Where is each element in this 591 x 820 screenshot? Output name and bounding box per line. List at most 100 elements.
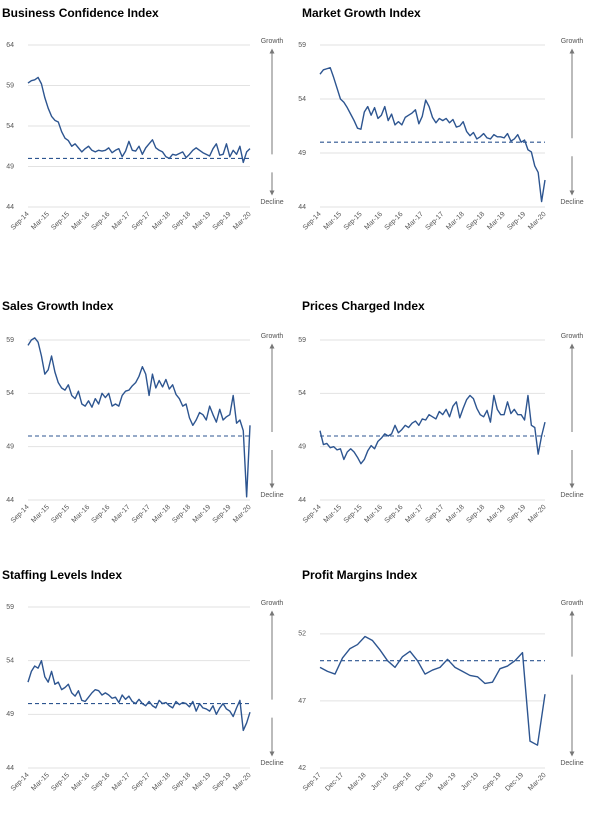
growth-label: Growth xyxy=(261,38,284,45)
x-tick-label: Mar-18 xyxy=(445,504,466,525)
x-tick-label: Mar-20 xyxy=(527,504,548,525)
x-tick-label: Sep-18 xyxy=(465,504,486,525)
growth-label: Growth xyxy=(561,600,584,607)
x-tick-label: Sep-15 xyxy=(343,504,364,525)
y-tick-label: 44 xyxy=(298,204,306,211)
decline-label: Decline xyxy=(560,492,583,499)
data-line xyxy=(319,635,546,746)
y-tick-label: 47 xyxy=(298,698,306,705)
y-tick-label: 42 xyxy=(298,765,306,772)
x-tick-label: Sep-17 xyxy=(131,772,152,793)
y-tick-label: 54 xyxy=(298,390,306,397)
x-tick-label: Mar-18 xyxy=(445,211,466,232)
x-tick-label: Sep-15 xyxy=(343,211,364,232)
x-tick-label: Sep-18 xyxy=(171,772,192,793)
y-tick-label: 49 xyxy=(6,444,14,451)
x-tick-label: Sep-19 xyxy=(212,211,233,232)
growth-label: Growth xyxy=(261,333,284,340)
x-tick-label: Mar-15 xyxy=(30,772,51,793)
growth-label: Growth xyxy=(261,600,284,607)
x-tick-label: Sep-17 xyxy=(302,772,323,793)
x-tick-label: Sep-16 xyxy=(384,504,405,525)
x-tick-label: Sep-14 xyxy=(10,772,31,793)
growth-label: Growth xyxy=(561,333,584,340)
x-tick-label: Mar-18 xyxy=(347,772,368,793)
decline-label: Decline xyxy=(560,760,583,767)
x-tick-label: Sep-18 xyxy=(392,772,413,793)
x-tick-label: Mar-20 xyxy=(232,504,253,525)
x-tick-label: Mar-19 xyxy=(437,772,458,793)
y-tick-label: 64 xyxy=(6,42,14,49)
x-tick-label: Mar-20 xyxy=(232,772,253,793)
y-tick-label: 44 xyxy=(6,497,14,504)
x-tick-label: Sep-17 xyxy=(131,504,152,525)
x-tick-label: Sep-19 xyxy=(506,504,527,525)
x-tick-label: Mar-17 xyxy=(111,772,132,793)
chart-title: Prices Charged Index xyxy=(302,299,425,313)
x-tick-label: Sep-18 xyxy=(465,211,486,232)
data-line xyxy=(27,76,251,164)
chart-panel: Business Confidence Index 44 49 54 59 64 Sep-1… xyxy=(2,6,284,232)
chart-title: Staffing Levels Index xyxy=(2,568,122,582)
x-tick-label: Sep-15 xyxy=(50,504,71,525)
y-tick-label: 44 xyxy=(6,204,14,211)
x-tick-label: Mar-18 xyxy=(151,772,172,793)
x-tick-label: Sep-19 xyxy=(506,211,527,232)
x-tick-label: Mar-16 xyxy=(71,772,92,793)
data-line xyxy=(319,394,546,465)
x-tick-label: Sep-19 xyxy=(482,772,503,793)
x-tick-label: Dec-19 xyxy=(504,772,525,793)
x-tick-label: Sep-17 xyxy=(131,211,152,232)
chart-title: Profit Margins Index xyxy=(302,568,418,582)
chart-title: Business Confidence Index xyxy=(2,6,159,20)
chart-title: Market Growth Index xyxy=(302,6,421,20)
x-tick-label: Mar-20 xyxy=(232,211,253,232)
x-tick-label: Mar-15 xyxy=(323,211,344,232)
x-tick-label: Sep-15 xyxy=(50,211,71,232)
x-tick-label: Jun-18 xyxy=(370,772,390,792)
x-tick-label: Sep-14 xyxy=(10,211,31,232)
y-tick-label: 52 xyxy=(298,631,306,638)
x-tick-label: Sep-14 xyxy=(302,504,323,525)
x-tick-label: Mar-16 xyxy=(363,504,384,525)
x-tick-label: Mar-19 xyxy=(192,211,213,232)
x-tick-label: Mar-19 xyxy=(192,504,213,525)
x-tick-label: Mar-17 xyxy=(404,504,425,525)
chart-title: Sales Growth Index xyxy=(2,299,114,313)
y-tick-label: 54 xyxy=(298,96,306,103)
x-tick-label: Mar-16 xyxy=(363,211,384,232)
decline-label: Decline xyxy=(260,492,283,499)
y-tick-label: 59 xyxy=(298,337,306,344)
y-tick-label: 44 xyxy=(298,497,306,504)
x-tick-label: Dec-17 xyxy=(324,772,345,793)
x-tick-label: Mar-20 xyxy=(527,772,548,793)
x-tick-label: Sep-14 xyxy=(302,211,323,232)
decline-label: Decline xyxy=(560,199,583,206)
y-tick-label: 44 xyxy=(6,765,14,772)
x-tick-label: Mar-15 xyxy=(30,211,51,232)
y-tick-label: 49 xyxy=(298,150,306,157)
x-tick-label: Mar-18 xyxy=(151,211,172,232)
data-line xyxy=(27,337,251,498)
x-tick-label: Sep-19 xyxy=(212,504,233,525)
x-tick-label: Sep-17 xyxy=(425,211,446,232)
y-tick-label: 59 xyxy=(6,604,14,611)
decline-label: Decline xyxy=(260,199,283,206)
y-tick-label: 49 xyxy=(6,163,14,170)
data-line xyxy=(319,66,546,203)
x-tick-label: Mar-19 xyxy=(192,772,213,793)
x-tick-label: Sep-16 xyxy=(91,772,112,793)
x-tick-label: Mar-17 xyxy=(111,211,132,232)
x-tick-label: Mar-16 xyxy=(71,504,92,525)
x-tick-label: Mar-16 xyxy=(71,211,92,232)
growth-label: Growth xyxy=(561,38,584,45)
y-tick-label: 54 xyxy=(6,123,14,130)
x-tick-label: Sep-16 xyxy=(91,504,112,525)
y-tick-label: 49 xyxy=(6,711,14,718)
data-line xyxy=(27,659,251,732)
